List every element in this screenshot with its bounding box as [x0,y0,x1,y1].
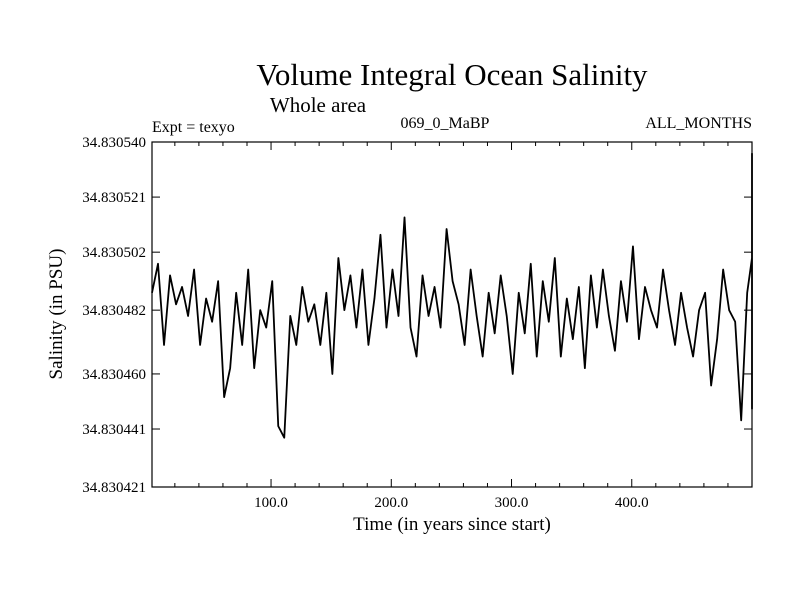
y-tick-label: 34.830502 [82,245,146,261]
x-tick-label: 100.0 [254,495,288,511]
x-tick-label: 400.0 [615,495,649,511]
y-tick-label: 34.830540 [82,135,146,151]
y-tick-label: 34.830421 [82,480,146,496]
run-label: 069_0_MaBP [401,115,490,132]
y-axis-ticks: 34.830421 34.830441 34.830460 34.830482 34.8… [82,135,752,496]
y-tick-label: 34.830482 [82,303,146,319]
x-axis-ticks: 100.0 200.0 300.0 400.0 [174,142,729,511]
chart-title: Volume Integral Ocean Salinity [256,57,648,92]
y-tick-label: 34.830521 [82,190,146,206]
chart-subtitle: Whole area [270,93,367,117]
experiment-label: Expt = texyo [152,119,235,136]
y-tick-label: 34.830460 [82,367,146,383]
months-label: ALL_MONTHS [645,115,752,132]
y-tick-label: 34.830441 [82,422,146,438]
y-axis-label: Salinity (in PSU) [46,249,67,380]
x-axis-label: Time (in years since start) [353,514,551,535]
salinity-series-line [151,152,753,439]
x-tick-label: 200.0 [374,495,408,511]
x-tick-label: 300.0 [495,495,529,511]
plot-frame [151,141,753,488]
